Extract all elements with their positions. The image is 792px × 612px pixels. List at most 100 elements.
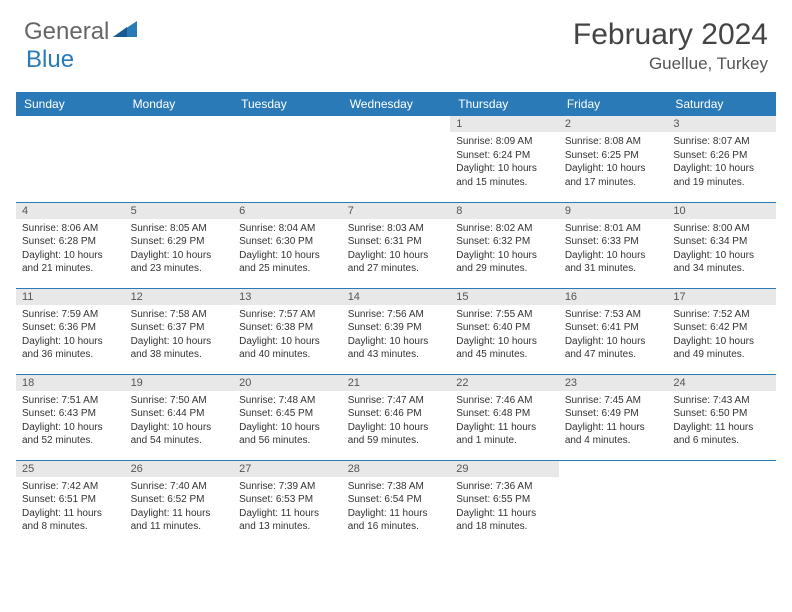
- sunset-line: Sunset: 6:52 PM: [131, 493, 228, 507]
- sunrise-line: Sunrise: 7:53 AM: [565, 308, 662, 322]
- sunrise-line: Sunrise: 7:38 AM: [348, 480, 445, 494]
- sunset-line: Sunset: 6:24 PM: [456, 149, 553, 163]
- calendar-day-cell: 18Sunrise: 7:51 AMSunset: 6:43 PMDayligh…: [16, 374, 125, 460]
- day-number: 1: [450, 116, 559, 132]
- sunset-line: Sunset: 6:37 PM: [131, 321, 228, 335]
- calendar-day-cell: 19Sunrise: 7:50 AMSunset: 6:44 PMDayligh…: [125, 374, 234, 460]
- sunset-line: Sunset: 6:40 PM: [456, 321, 553, 335]
- daylight-line: Daylight: 10 hours and 38 minutes.: [131, 335, 228, 362]
- day-number: 29: [450, 461, 559, 477]
- calendar-day-cell: 17Sunrise: 7:52 AMSunset: 6:42 PMDayligh…: [667, 288, 776, 374]
- calendar-day-cell: 11Sunrise: 7:59 AMSunset: 6:36 PMDayligh…: [16, 288, 125, 374]
- day-number: 9: [559, 203, 668, 219]
- calendar-day-cell: 3Sunrise: 8:07 AMSunset: 6:26 PMDaylight…: [667, 116, 776, 202]
- day-number: 19: [125, 375, 234, 391]
- weekday-header: Saturday: [667, 92, 776, 116]
- day-number: 11: [16, 289, 125, 305]
- sunset-line: Sunset: 6:26 PM: [673, 149, 770, 163]
- day-number: 5: [125, 203, 234, 219]
- day-details: Sunrise: 8:06 AMSunset: 6:28 PMDaylight:…: [16, 219, 125, 279]
- sunrise-line: Sunrise: 7:51 AM: [22, 394, 119, 408]
- daylight-line: Daylight: 11 hours and 1 minute.: [456, 421, 553, 448]
- day-details: Sunrise: 7:51 AMSunset: 6:43 PMDaylight:…: [16, 391, 125, 451]
- day-details: Sunrise: 7:50 AMSunset: 6:44 PMDaylight:…: [125, 391, 234, 451]
- sunrise-line: Sunrise: 7:46 AM: [456, 394, 553, 408]
- daylight-line: Daylight: 11 hours and 4 minutes.: [565, 421, 662, 448]
- sunrise-line: Sunrise: 7:45 AM: [565, 394, 662, 408]
- calendar-empty-cell: [125, 116, 234, 202]
- day-number: 17: [667, 289, 776, 305]
- sunrise-line: Sunrise: 8:06 AM: [22, 222, 119, 236]
- weekday-header: Monday: [125, 92, 234, 116]
- daylight-line: Daylight: 10 hours and 29 minutes.: [456, 249, 553, 276]
- calendar-day-cell: 6Sunrise: 8:04 AMSunset: 6:30 PMDaylight…: [233, 202, 342, 288]
- calendar-day-cell: 10Sunrise: 8:00 AMSunset: 6:34 PMDayligh…: [667, 202, 776, 288]
- daylight-line: Daylight: 11 hours and 11 minutes.: [131, 507, 228, 534]
- day-details: Sunrise: 8:09 AMSunset: 6:24 PMDaylight:…: [450, 132, 559, 192]
- sunrise-line: Sunrise: 7:40 AM: [131, 480, 228, 494]
- weekday-header: Sunday: [16, 92, 125, 116]
- day-details: Sunrise: 8:07 AMSunset: 6:26 PMDaylight:…: [667, 132, 776, 192]
- calendar-day-cell: 1Sunrise: 8:09 AMSunset: 6:24 PMDaylight…: [450, 116, 559, 202]
- sunrise-line: Sunrise: 8:01 AM: [565, 222, 662, 236]
- daylight-line: Daylight: 10 hours and 21 minutes.: [22, 249, 119, 276]
- sunrise-line: Sunrise: 7:48 AM: [239, 394, 336, 408]
- sunrise-line: Sunrise: 7:50 AM: [131, 394, 228, 408]
- daylight-line: Daylight: 10 hours and 25 minutes.: [239, 249, 336, 276]
- day-details: Sunrise: 7:40 AMSunset: 6:52 PMDaylight:…: [125, 477, 234, 537]
- calendar-day-cell: 28Sunrise: 7:38 AMSunset: 6:54 PMDayligh…: [342, 460, 451, 546]
- day-number: 4: [16, 203, 125, 219]
- day-number: 24: [667, 375, 776, 391]
- calendar-day-cell: 23Sunrise: 7:45 AMSunset: 6:49 PMDayligh…: [559, 374, 668, 460]
- calendar-table: SundayMondayTuesdayWednesdayThursdayFrid…: [16, 92, 776, 546]
- day-details: Sunrise: 8:01 AMSunset: 6:33 PMDaylight:…: [559, 219, 668, 279]
- brand-part2-wrap: Blue: [24, 46, 74, 74]
- calendar-day-cell: 4Sunrise: 8:06 AMSunset: 6:28 PMDaylight…: [16, 202, 125, 288]
- calendar-day-cell: 12Sunrise: 7:58 AMSunset: 6:37 PMDayligh…: [125, 288, 234, 374]
- sunset-line: Sunset: 6:44 PM: [131, 407, 228, 421]
- day-details: Sunrise: 7:57 AMSunset: 6:38 PMDaylight:…: [233, 305, 342, 365]
- sunset-line: Sunset: 6:45 PM: [239, 407, 336, 421]
- daylight-line: Daylight: 10 hours and 15 minutes.: [456, 162, 553, 189]
- day-details: Sunrise: 7:45 AMSunset: 6:49 PMDaylight:…: [559, 391, 668, 451]
- day-details: Sunrise: 8:08 AMSunset: 6:25 PMDaylight:…: [559, 132, 668, 192]
- sunset-line: Sunset: 6:43 PM: [22, 407, 119, 421]
- calendar-day-cell: 13Sunrise: 7:57 AMSunset: 6:38 PMDayligh…: [233, 288, 342, 374]
- daylight-line: Daylight: 10 hours and 27 minutes.: [348, 249, 445, 276]
- sunrise-line: Sunrise: 7:56 AM: [348, 308, 445, 322]
- day-details: Sunrise: 7:58 AMSunset: 6:37 PMDaylight:…: [125, 305, 234, 365]
- month-title: February 2024: [573, 18, 768, 52]
- daylight-line: Daylight: 10 hours and 19 minutes.: [673, 162, 770, 189]
- calendar-week-row: 25Sunrise: 7:42 AMSunset: 6:51 PMDayligh…: [16, 460, 776, 546]
- calendar-day-cell: 9Sunrise: 8:01 AMSunset: 6:33 PMDaylight…: [559, 202, 668, 288]
- day-number: 8: [450, 203, 559, 219]
- calendar-day-cell: 5Sunrise: 8:05 AMSunset: 6:29 PMDaylight…: [125, 202, 234, 288]
- day-number: 2: [559, 116, 668, 132]
- daylight-line: Daylight: 10 hours and 56 minutes.: [239, 421, 336, 448]
- weekday-header: Thursday: [450, 92, 559, 116]
- day-number: 3: [667, 116, 776, 132]
- daylight-line: Daylight: 10 hours and 49 minutes.: [673, 335, 770, 362]
- calendar-empty-cell: [559, 460, 668, 546]
- sunrise-line: Sunrise: 7:55 AM: [456, 308, 553, 322]
- calendar-day-cell: 2Sunrise: 8:08 AMSunset: 6:25 PMDaylight…: [559, 116, 668, 202]
- sunset-line: Sunset: 6:55 PM: [456, 493, 553, 507]
- brand-part2: Blue: [26, 46, 74, 73]
- daylight-line: Daylight: 10 hours and 45 minutes.: [456, 335, 553, 362]
- day-details: Sunrise: 7:42 AMSunset: 6:51 PMDaylight:…: [16, 477, 125, 537]
- day-number: 22: [450, 375, 559, 391]
- sunset-line: Sunset: 6:32 PM: [456, 235, 553, 249]
- calendar-day-cell: 29Sunrise: 7:36 AMSunset: 6:55 PMDayligh…: [450, 460, 559, 546]
- page-header: General February 2024 Guellue, Turkey: [0, 0, 792, 82]
- brand-triangle-icon: [113, 18, 139, 46]
- day-number: 27: [233, 461, 342, 477]
- brand-part1: General: [24, 18, 109, 46]
- sunset-line: Sunset: 6:25 PM: [565, 149, 662, 163]
- day-details: Sunrise: 8:04 AMSunset: 6:30 PMDaylight:…: [233, 219, 342, 279]
- day-number: 25: [16, 461, 125, 477]
- calendar-body: 1Sunrise: 8:09 AMSunset: 6:24 PMDaylight…: [16, 116, 776, 546]
- sunset-line: Sunset: 6:30 PM: [239, 235, 336, 249]
- day-number: 18: [16, 375, 125, 391]
- sunset-line: Sunset: 6:46 PM: [348, 407, 445, 421]
- sunrise-line: Sunrise: 7:39 AM: [239, 480, 336, 494]
